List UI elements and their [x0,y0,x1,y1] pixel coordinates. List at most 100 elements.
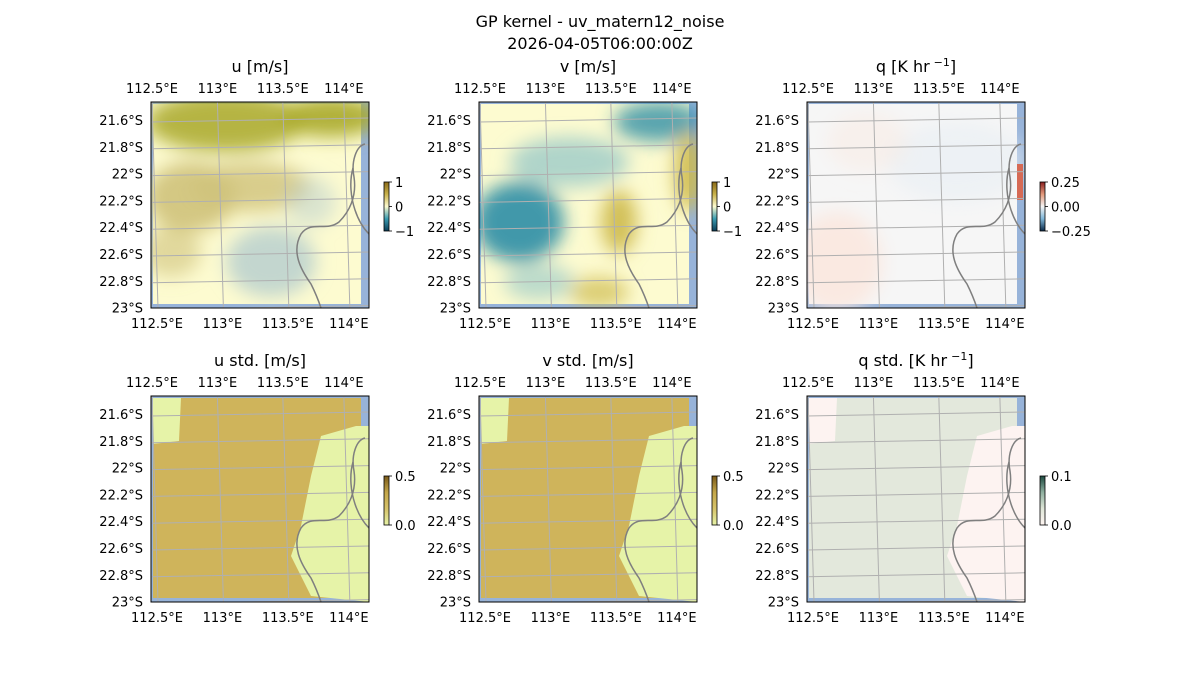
x-tick-label-bottom: 114°E [657,611,697,626]
gridline-parallel [807,465,1025,471]
colorbar-tick-label: 0.1 [1051,470,1072,485]
field-blob [479,182,564,262]
field-blob [887,122,1025,202]
colorbar-tick-label: 0.0 [1051,519,1072,534]
colorbar-tick-label: 1 [723,176,731,191]
field-blob [281,102,369,137]
gridline-parallel [151,491,369,497]
gridline-parallel [479,197,697,203]
map-area [479,396,697,602]
colorbar-tick-label: 0.25 [1051,176,1080,191]
panel-q_std: q std. [K hr −1] 112.5°E 112.5°E 113°E 113°E 1… [755,350,1071,626]
gridline-meridian [343,102,351,308]
y-tick-label: 22.6°S [427,542,471,557]
panel-v: v [m/s]112.5°E112.5°E113°E113°E113.5°E11… [427,57,742,332]
gridline-parallel [807,117,1025,123]
gridline-parallel [807,251,1025,257]
y-tick-label: 22°S [768,462,799,477]
coastline-path [952,437,1022,602]
gridline-meridian [282,102,290,308]
y-tick-label: 23°S [112,302,143,317]
y-tick-label: 22.8°S [755,275,799,290]
coastline [296,437,369,602]
gridline-meridian [479,102,487,308]
y-tick-label: 21.6°S [99,408,143,423]
x-tick-label-bottom: 112.5°E [131,611,183,626]
field-region [481,398,509,444]
panel-frame [806,395,1026,603]
figure-subtitle: 2026-04-05T06:00:00Z [507,34,693,53]
colorbar [1039,181,1046,232]
island-path [678,167,697,235]
colorbar-tick-label: −1 [723,225,742,240]
x-tick-label-top: 112.5°E [126,82,178,97]
y-tick-label: 22°S [440,462,471,477]
y-tick-label: 22.4°S [99,515,143,530]
field-blob [286,177,336,227]
x-tick-label-top: 114°E [324,376,364,391]
gridline-parallel [151,197,369,203]
field-blob [569,277,629,307]
colorbar-tick-label: 0.5 [723,470,744,485]
gridline-meridian [872,102,880,308]
panel-u: u [m/s]112.5°E112.5°E113°E113°E113.5°E11… [99,57,414,332]
y-tick-label: 22.8°S [755,569,799,584]
coastline-path [296,143,366,308]
gridline-parallel [807,572,1025,578]
field-region [291,426,369,602]
x-tick-label-bottom: 112.5°E [459,317,511,332]
panel-frame [150,101,370,309]
panel-title: v std. [m/s] [542,351,633,370]
gridlines [151,396,369,602]
field-hotspot [1017,164,1023,200]
coastline-path [624,437,694,602]
y-tick-label: 22.2°S [99,194,143,209]
gridline-parallel [151,144,369,150]
x-tick-label-top: 114°E [324,82,364,97]
gridline-meridian [807,396,815,602]
gridline-meridian [151,102,159,308]
colorbar-tick-label: 1 [395,176,403,191]
x-tick-label-bottom: 113.5°E [262,317,314,332]
gridline-parallel [807,491,1025,497]
x-tick-label-bottom: 113.5°E [590,611,642,626]
gridline-parallel [807,197,1025,203]
y-tick-label: 23°S [768,302,799,317]
x-tick-label-bottom: 114°E [985,317,1025,332]
gridline-parallel [479,251,697,257]
y-tick-label: 21.8°S [427,435,471,450]
gridline-meridian [216,396,224,602]
field-blob [601,190,637,254]
gridline-parallel [151,438,369,444]
x-tick-label-bottom: 113°E [203,611,243,626]
x-tick-label-top: 113.5°E [913,82,965,97]
gridline-parallel [807,545,1025,551]
gridline-parallel [151,545,369,551]
colorbar-tick-label: −1 [395,225,414,240]
y-tick-label: 23°S [440,302,471,317]
x-tick-label-bottom: 112.5°E [787,317,839,332]
gridline-parallel [479,171,697,177]
x-tick-label-bottom: 114°E [657,317,697,332]
map-area [151,396,369,602]
y-tick-label: 22.8°S [427,275,471,290]
gridline-meridian [671,396,679,602]
panel-title: u [m/s] [231,57,288,76]
x-tick-label-bottom: 113.5°E [262,611,314,626]
x-tick-label-bottom: 113°E [859,317,899,332]
field-region [619,426,697,602]
gridline-parallel [479,144,697,150]
y-tick-label: 22.6°S [755,248,799,263]
colorbar-tick-label: −0.25 [1051,225,1091,240]
x-tick-label-bottom: 114°E [329,317,369,332]
x-tick-label-bottom: 113.5°E [918,611,970,626]
field-region [947,426,1025,602]
y-tick-label: 21.8°S [755,435,799,450]
colorbar [711,181,718,232]
y-tick-label: 22.6°S [99,542,143,557]
gridline-meridian [872,396,880,602]
y-tick-label: 21.6°S [99,114,143,129]
y-tick-label: 22°S [440,168,471,183]
colorbar-tick-label: 0 [395,201,403,216]
x-tick-label-bottom: 113°E [531,317,571,332]
